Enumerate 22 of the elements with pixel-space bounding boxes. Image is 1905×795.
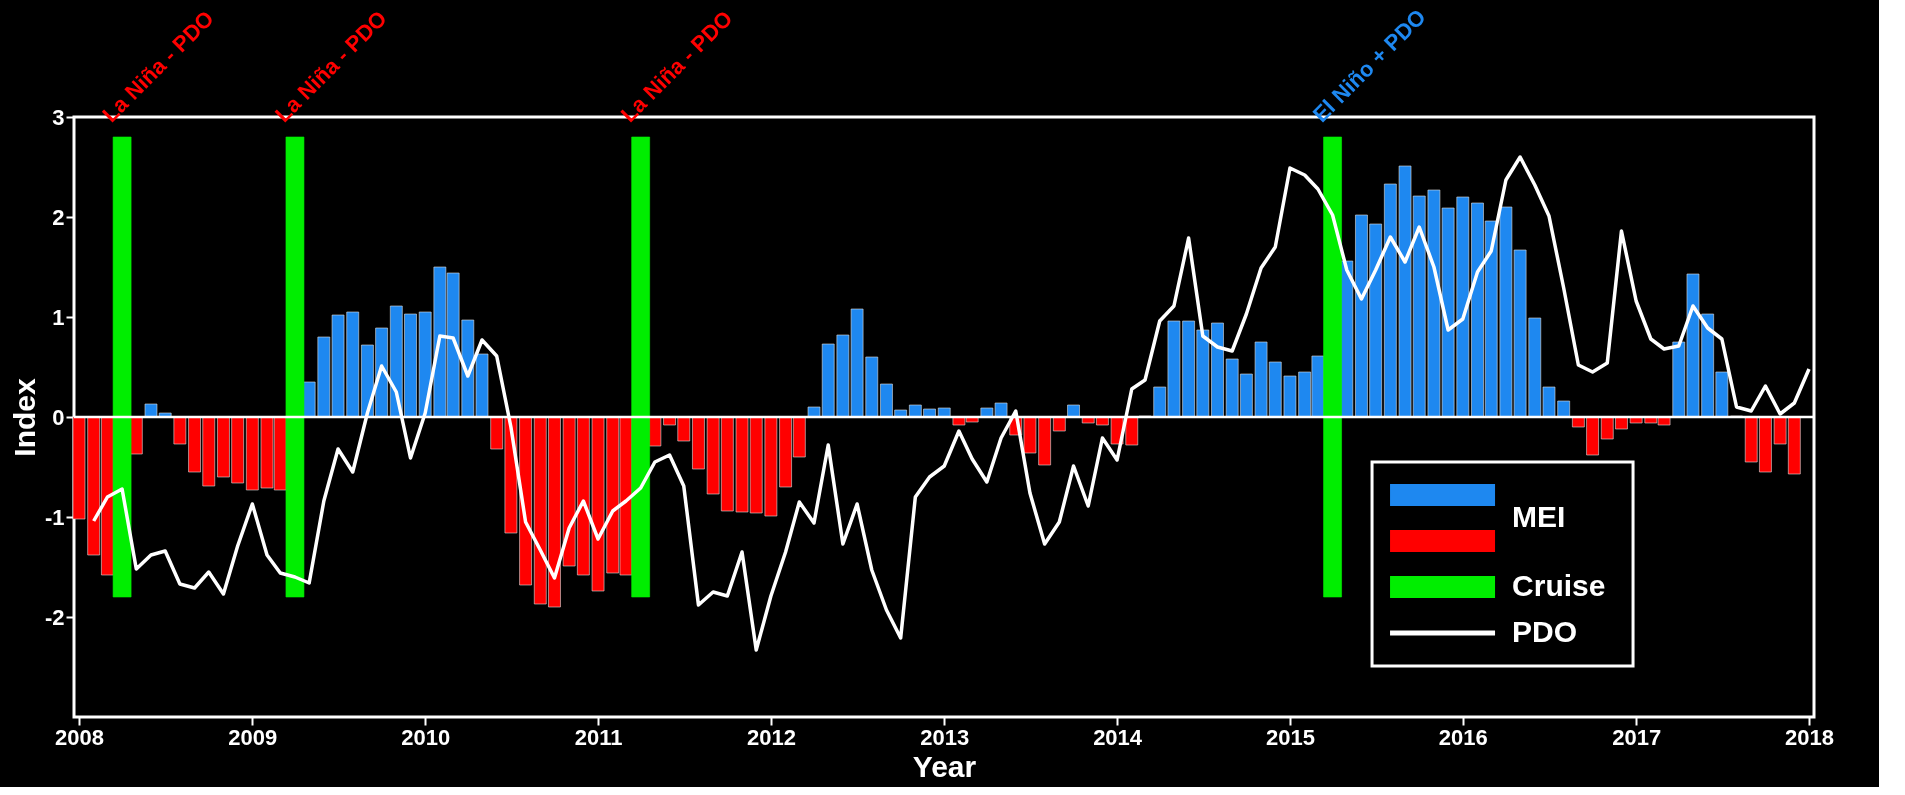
- x-tick-label: 2011: [574, 724, 623, 750]
- text: MEI: [1512, 500, 1566, 533]
- x-axis-title: Year: [912, 749, 977, 783]
- y-tick-label: 3: [52, 104, 65, 130]
- y-tick-label: 0: [52, 404, 65, 430]
- x-tick-label: 2016: [1438, 724, 1488, 750]
- y-tick-label: 2: [52, 204, 65, 230]
- x-tick-label: 2009: [228, 724, 278, 750]
- y-tick-label: 1: [52, 304, 65, 330]
- legend-label: Cruise: [1512, 569, 1606, 602]
- x-tick-label: 2010: [401, 724, 451, 750]
- y-tick-label: -2: [44, 604, 65, 630]
- x-tick-label: 2014: [1093, 724, 1143, 750]
- y-axis-title: Index: [7, 378, 41, 457]
- x-tick-label: 2008: [55, 724, 104, 750]
- x-tick-label: 2018: [1785, 724, 1834, 750]
- x-tick-label: 2017: [1612, 724, 1662, 750]
- x-tick-label: 2013: [920, 724, 970, 750]
- x-tick-label: 2012: [746, 724, 796, 750]
- legend-label: PDO: [1512, 615, 1578, 648]
- y-tick-label: -1: [44, 504, 65, 530]
- x-tick-label: 2015: [1265, 724, 1315, 750]
